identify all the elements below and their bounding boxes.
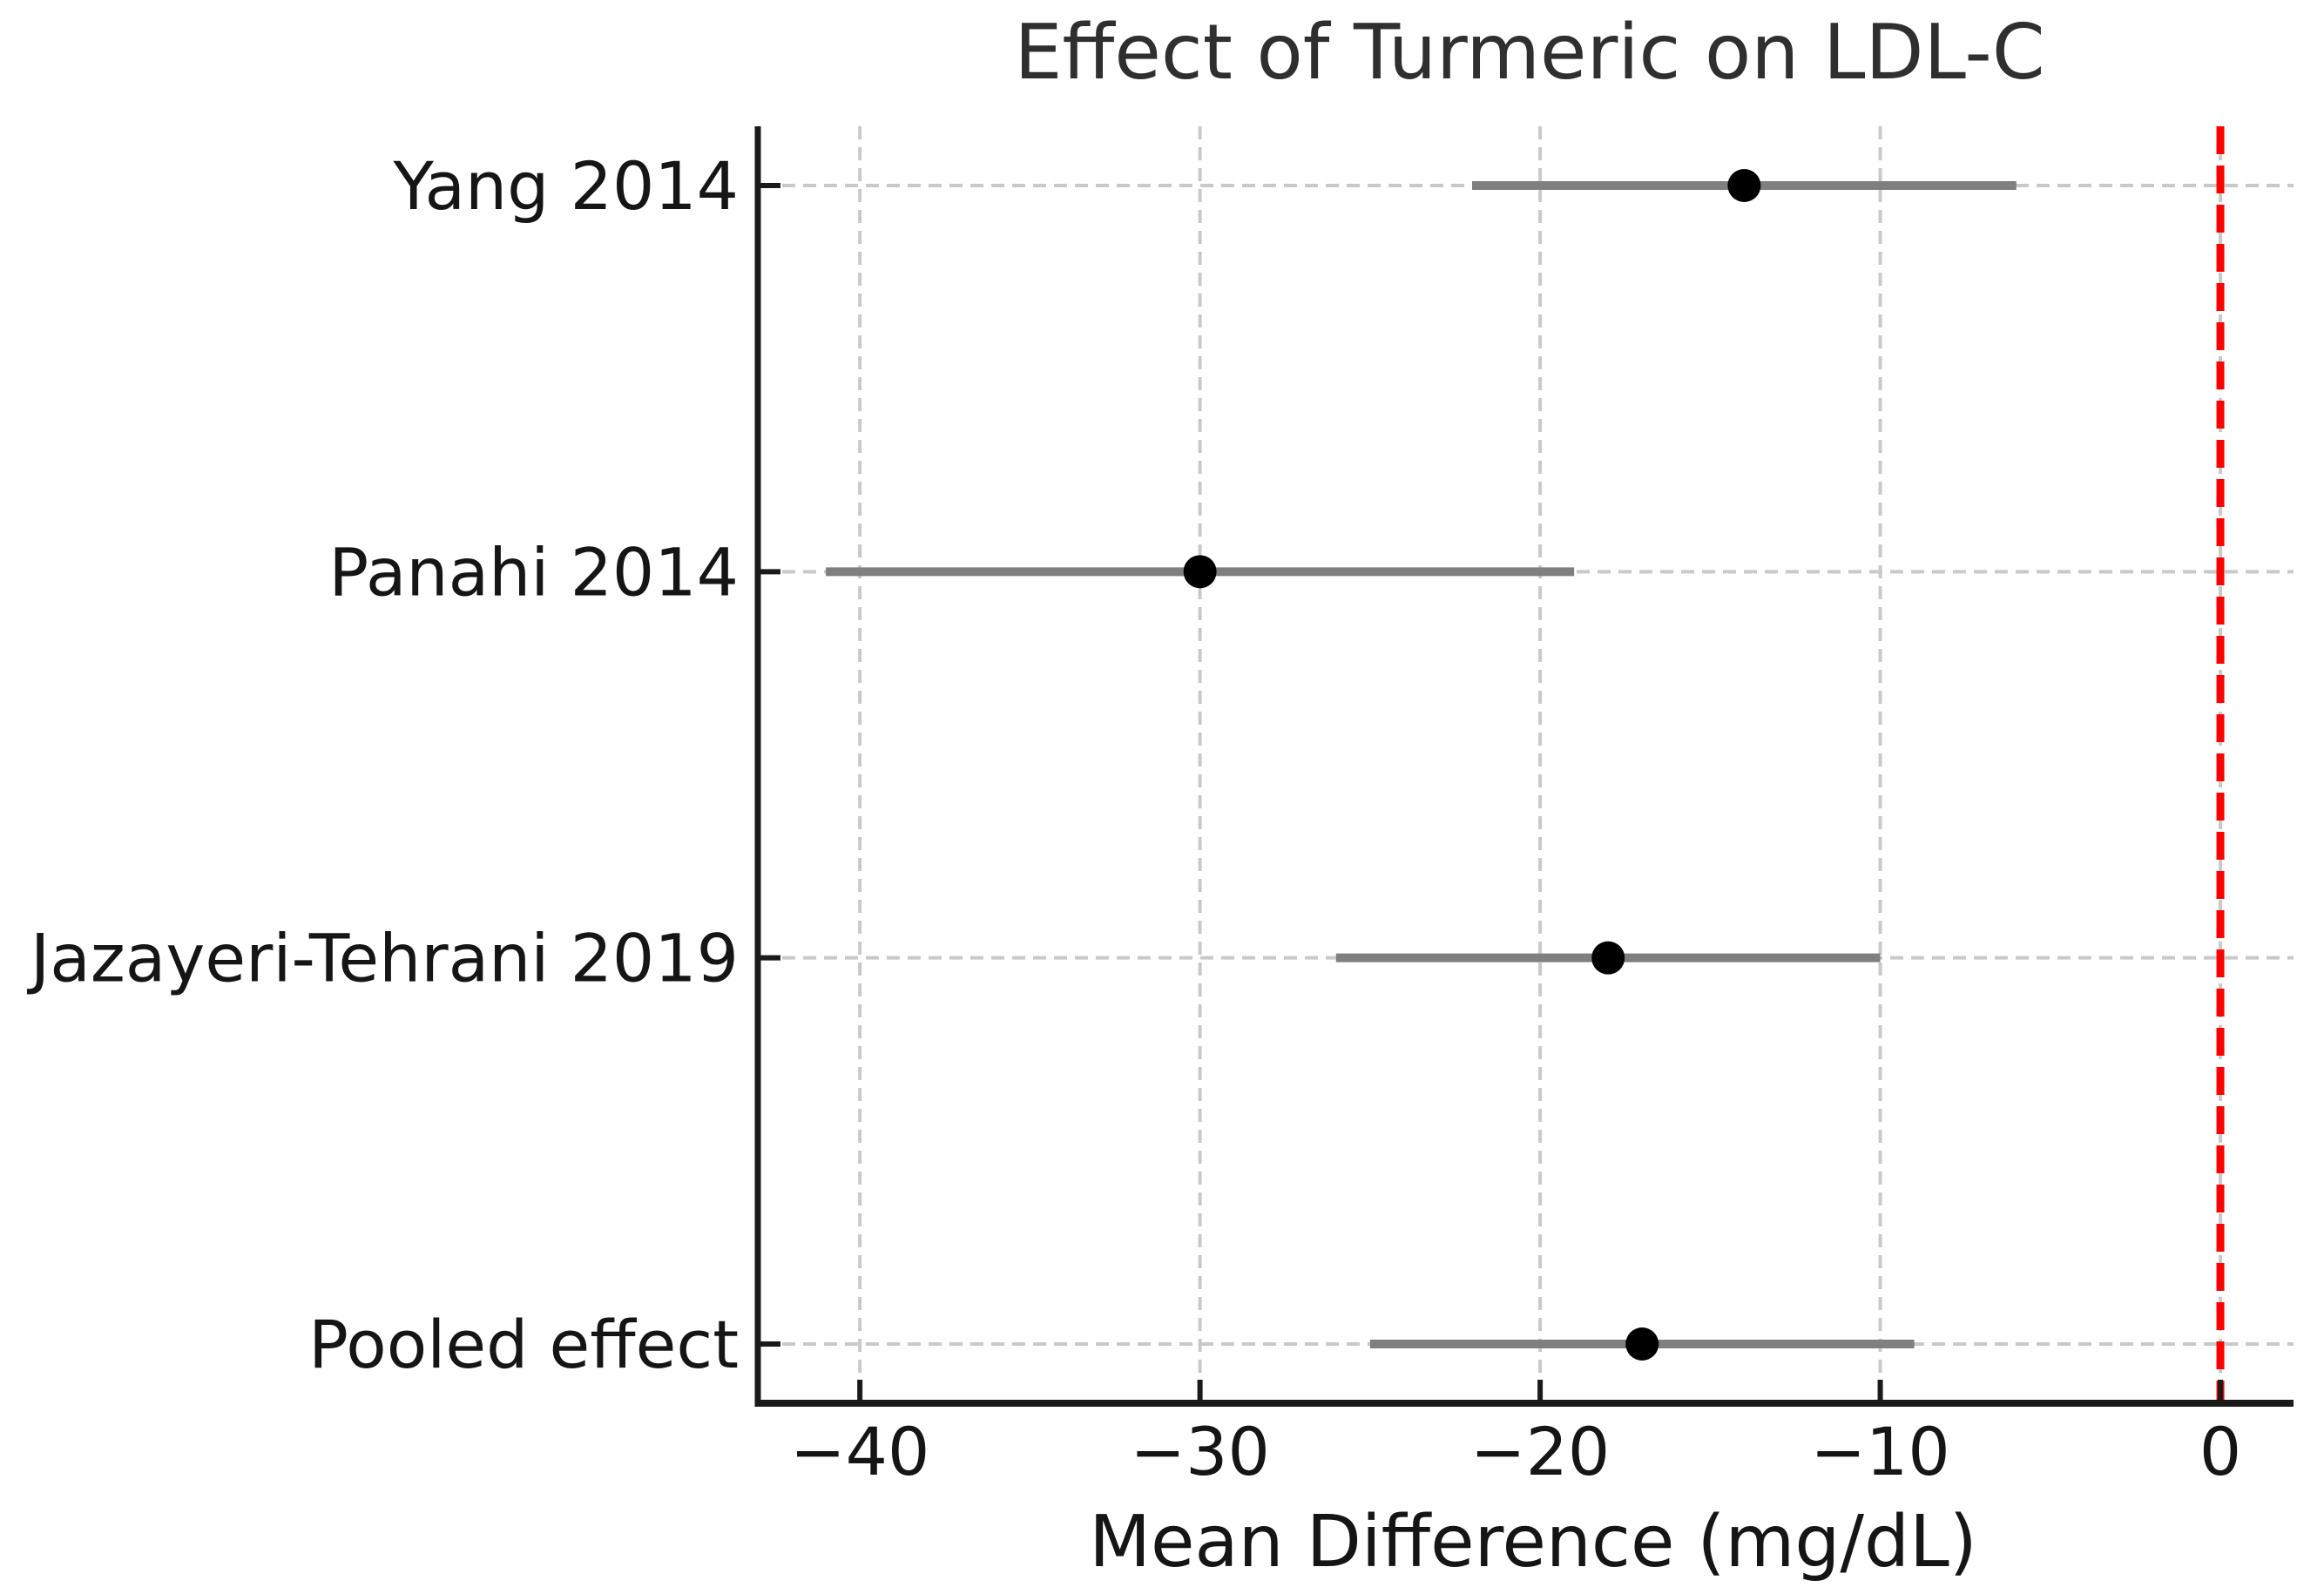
x-tick-label: −30 [1130,1413,1269,1490]
x-axis-label: Mean Difference (mg/dL) [1089,1501,1977,1584]
x-tick-label: 0 [2199,1413,2241,1490]
mean-marker [1625,1327,1659,1361]
y-axis-category-label: Pooled effect [308,1306,739,1383]
x-tick-label: −10 [1810,1413,1949,1490]
mean-marker [1591,941,1625,975]
mean-marker [1727,169,1761,202]
x-tick-label: −40 [790,1413,929,1490]
x-tick-label: −20 [1470,1413,1610,1490]
y-axis-category-label: Jazayeri-Tehrani 2019 [27,920,739,997]
y-axis-category-label: Yang 2014 [392,147,739,225]
mean-marker [1183,555,1217,589]
y-axis-category-label: Panahi 2014 [328,533,739,611]
chart-title: Effect of Turmeric on LDL-C [1014,8,2044,97]
